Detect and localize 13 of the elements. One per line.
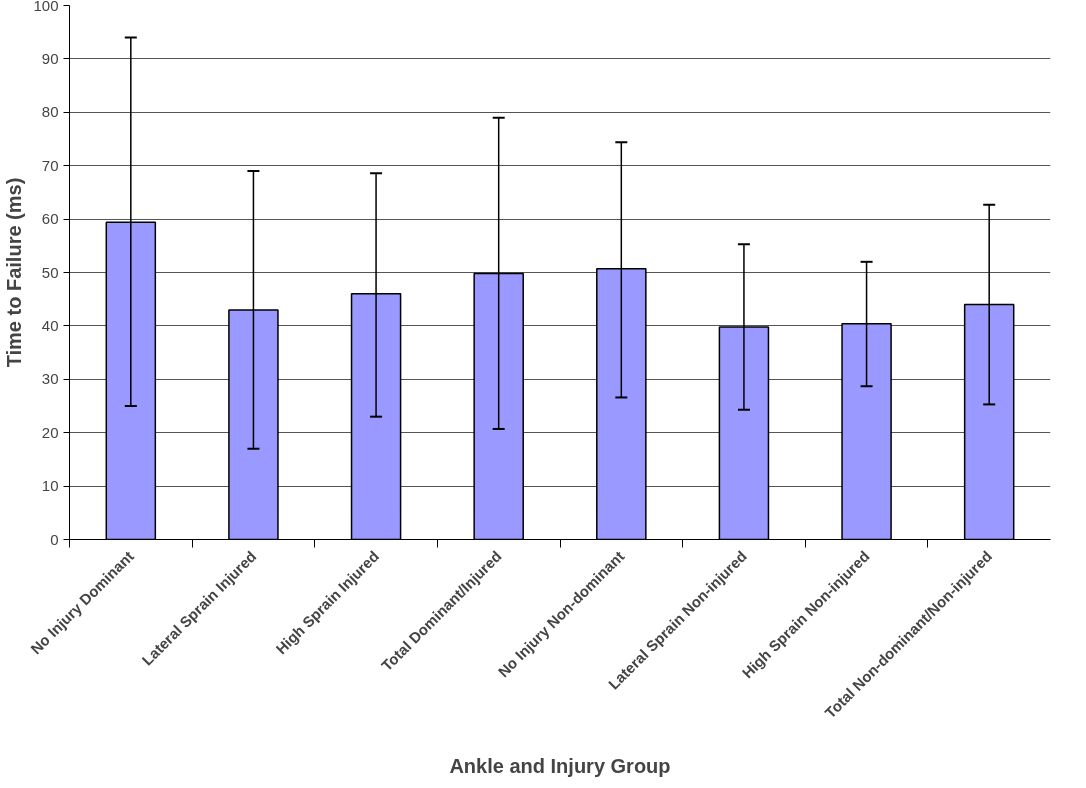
- x-axis-title: Ankle and Injury Group: [449, 755, 671, 778]
- y-tick-label: 80: [41, 103, 59, 121]
- y-tick-label: 0: [50, 530, 59, 548]
- y-tick-label: 20: [41, 423, 59, 441]
- y-tick-label: 40: [41, 316, 59, 334]
- y-tick-label: 30: [41, 370, 59, 388]
- y-tick-label: 70: [41, 156, 59, 174]
- y-tick-label: 10: [41, 477, 59, 495]
- y-tick-label: 50: [41, 263, 59, 281]
- y-tick-label: 100: [33, 0, 59, 14]
- y-tick-label: 90: [41, 49, 59, 67]
- y-tick-label: 60: [41, 210, 59, 228]
- y-axis-title: Time to Failure (ms): [3, 177, 26, 368]
